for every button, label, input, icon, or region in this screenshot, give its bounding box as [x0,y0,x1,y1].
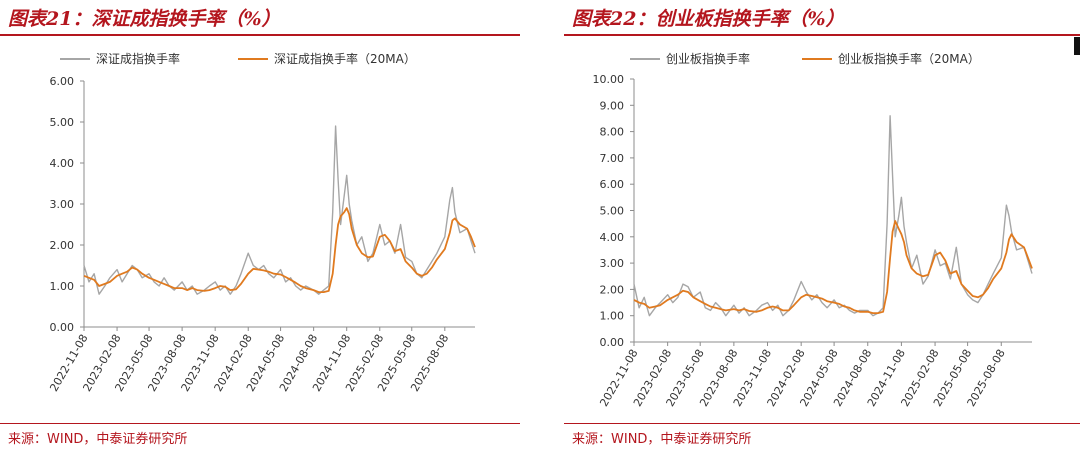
y-tick-label: 10.00 [593,73,625,86]
chart-title-2: 图表22：创业板指换手率（%） [572,8,845,30]
y-tick-label: 4.00 [600,231,625,244]
y-tick-label: 1.00 [600,310,625,323]
y-tick-label: 8.00 [600,126,625,139]
edge-marker [1074,37,1080,55]
source-note-2: 来源：WIND，中泰证券研究所 [572,432,752,447]
y-tick-label: 2.00 [50,239,75,252]
y-tick-label: 0.00 [600,336,625,349]
y-tick-label: 4.00 [50,157,75,170]
y-tick-label: 3.00 [50,198,75,211]
legend-label-raw: 创业板指换手率 [666,51,750,66]
y-tick-label: 6.00 [50,75,75,88]
chart-1: 0.001.002.003.004.005.006.002022-11-0820… [47,51,476,394]
series-line-raw [83,125,476,295]
chart-panel-2: 图表22：创业板指换手率（%） 0.00 1.00 2.00 3.00 4.00 5.00… [564,0,1080,451]
y-tick-label: 3.00 [600,257,625,270]
source-note-1: 来源：WIND，中泰证券研究所 [8,432,188,447]
series-line-raw [633,115,1033,317]
series-line-ma20 [83,207,476,294]
title-divider-1 [0,34,520,36]
y-tick-label: 6.00 [600,178,625,191]
y-tick-label: 2.00 [600,283,625,296]
y-tick-label: 7.00 [600,152,625,165]
y-tick-label: 1.00 [50,280,75,293]
chart-2: 0.00 1.00 2.00 3.00 4.00 5.00 6.00 7.00 8.00 9.00… [593,51,1033,409]
y-tick-label: 0.00 [50,321,75,334]
title-divider-2 [564,34,1080,36]
legend-label-raw: 深证成指换手率 [96,51,180,66]
chart-panel-1: 图表21：深证成指换手率（%） 0.00 1.00 2.00 3.00 4.00 5.00… [0,0,520,451]
chart-title-1: 图表21：深证成指换手率（%） [8,8,281,30]
source-divider-2 [564,423,1080,424]
series-line-ma20 [633,220,1033,315]
legend-label-ma20: 创业板指换手率（20MA） [838,51,980,66]
y-tick-label: 9.00 [600,99,625,112]
legend-label-ma20: 深证成指换手率（20MA） [274,51,416,66]
source-divider-1 [0,423,520,424]
y-tick-label: 5.00 [50,116,75,129]
y-tick-label: 5.00 [600,205,625,218]
